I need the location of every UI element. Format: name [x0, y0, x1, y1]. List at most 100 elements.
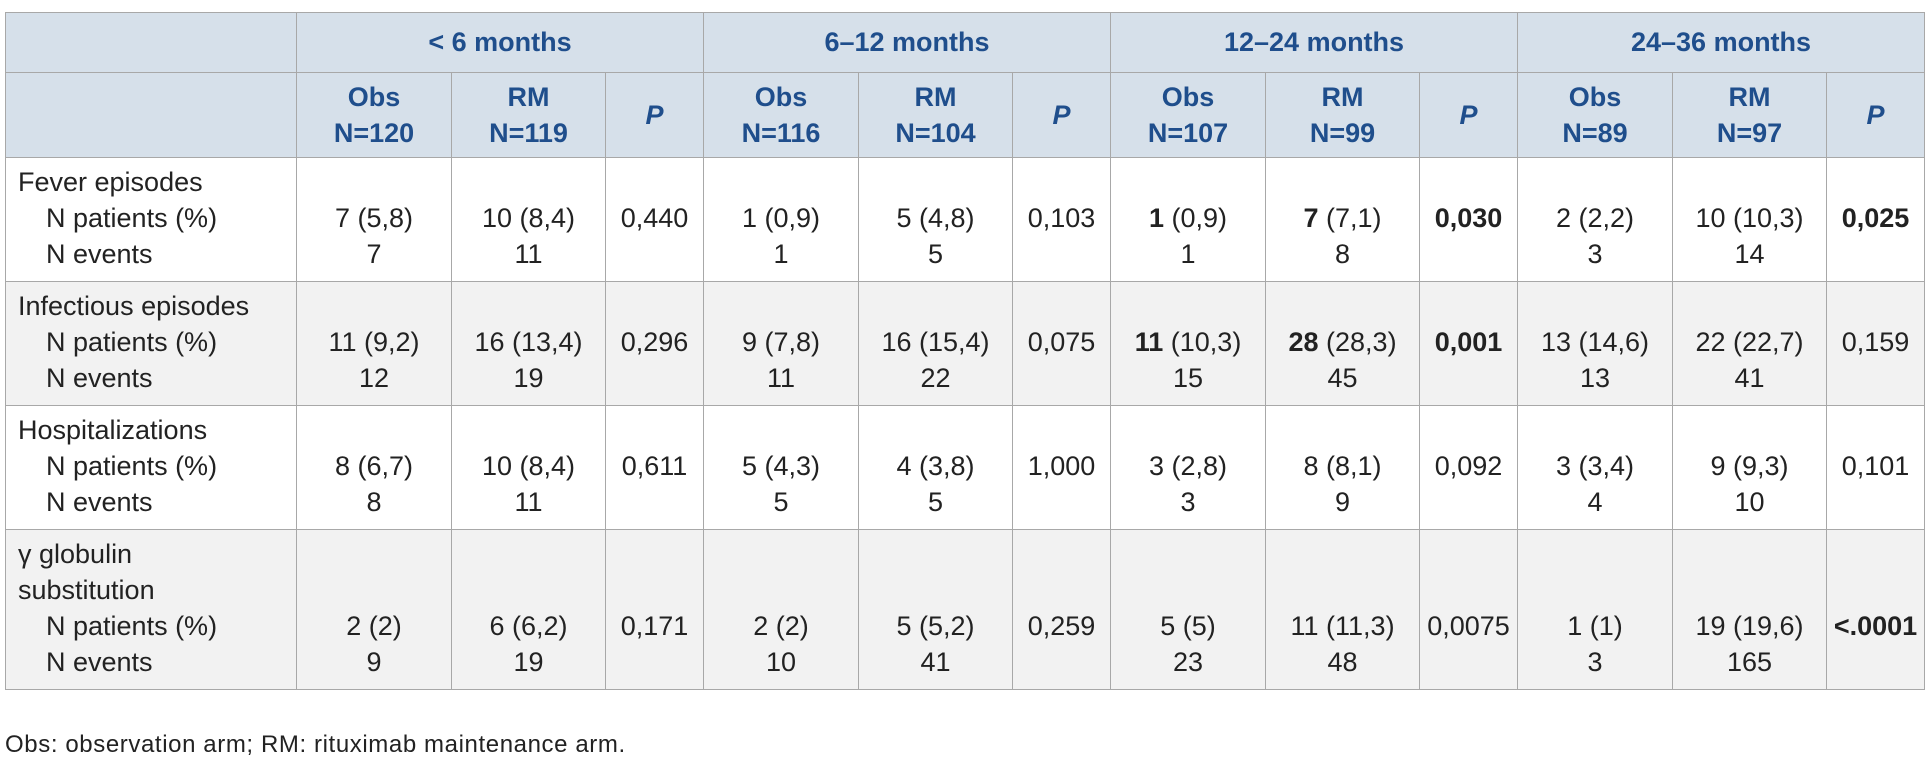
arm-name: RM: [914, 82, 957, 112]
arm-header: Obs N=116: [703, 72, 859, 158]
p-value: 0,0075: [1419, 529, 1519, 690]
arm-name: RM: [1728, 82, 1771, 112]
patients-value: 3 (2,8): [1149, 451, 1228, 481]
value-cell: 10 (8,4) 11: [451, 157, 606, 282]
arm-name: Obs: [1161, 82, 1215, 112]
events-value: 15: [1173, 363, 1204, 393]
p-value: <.0001: [1826, 529, 1925, 690]
patients-value: 9 (9,3): [1710, 451, 1789, 481]
patients-value: 10 (8,4): [481, 203, 576, 233]
patients-value: 22 (22,7): [1695, 327, 1804, 357]
results-table: < 6 months 6–12 months 12–24 months 24–36 m…: [5, 12, 1925, 690]
sub-label: N events: [46, 363, 153, 393]
events-value: 48: [1327, 647, 1358, 677]
events-value: 5: [927, 239, 944, 269]
arm-n: N=107: [1147, 118, 1229, 148]
patients-value: 9 (7,8): [741, 327, 821, 357]
value-cell: 3 (3,4) 4: [1517, 405, 1674, 530]
value-cell: 5 (4,3) 5: [703, 405, 859, 530]
patients-value: 16 (13,4): [474, 327, 583, 357]
p-value: 0,259: [1011, 529, 1112, 690]
patients-value: 1 (1): [1567, 611, 1623, 641]
p-value: 1,000: [1011, 405, 1112, 530]
p-value: 0,296: [605, 281, 704, 406]
arm-n: N=104: [895, 118, 976, 148]
sub-label: N events: [46, 487, 153, 517]
arm-n: N=119: [489, 118, 568, 148]
patients-value: 28 (28,3): [1288, 327, 1397, 357]
events-value: 41: [1734, 363, 1765, 393]
value-cell: 10 (8,4) 11: [451, 405, 606, 530]
p-value: 0,025: [1826, 157, 1925, 282]
patients-value: 8 (8,1): [1303, 451, 1382, 481]
patients-value: 11 (11,3): [1290, 611, 1395, 641]
arm-header: Obs N=89: [1517, 72, 1674, 158]
events-value: 13: [1580, 363, 1611, 393]
value-cell: 1 (1) 3: [1517, 529, 1674, 690]
sub-header-row: Obs N=120 RM N=119 P Obs N=116 RM N=104 P Obs N=107…: [5, 72, 1925, 158]
arm-header: RM N=119: [451, 72, 606, 158]
sub-label: N patients (%): [46, 203, 218, 233]
arm-name: RM: [1321, 82, 1364, 112]
patients-value: 13 (14,6): [1540, 327, 1650, 357]
arm-header: RM N=99: [1265, 72, 1421, 158]
value-cell: 6 (6,2) 19: [451, 529, 606, 690]
patients-value: 5 (5,2): [896, 611, 975, 641]
p-value: 0,171: [605, 529, 704, 690]
data-row: Fever episodes N patients (%) N events 7 (5…: [5, 157, 1925, 282]
events-value: 4: [1587, 487, 1603, 517]
events-value: 23: [1173, 647, 1204, 677]
events-value: 3: [1587, 239, 1603, 269]
group-header: 6–12 months: [702, 12, 1112, 73]
events-value: 5: [927, 487, 944, 517]
group-header: < 6 months: [296, 12, 704, 73]
p-header: P: [1419, 72, 1519, 158]
sub-label: N patients (%): [46, 327, 218, 357]
group-header-row: < 6 months 6–12 months 12–24 months 24–36 m…: [5, 12, 1925, 73]
value-cell: 1 (0,9) 1: [703, 157, 859, 282]
patients-value: 3 (3,4): [1556, 451, 1635, 481]
arm-name: RM: [507, 82, 550, 112]
value-cell: 7 (7,1) 8: [1265, 157, 1421, 282]
data-row: γ globulin substitution N patients (%) N ev…: [5, 529, 1925, 690]
value-cell: 16 (13,4) 19: [451, 281, 606, 406]
patients-value: 1 (0,9): [1149, 203, 1228, 233]
row-label: Infectious episodes: [18, 291, 250, 321]
value-cell: 5 (4,8) 5: [858, 157, 1013, 282]
arm-header: Obs N=120: [296, 72, 452, 158]
events-value: 10: [1734, 487, 1765, 517]
events-value: 9: [366, 647, 382, 677]
patients-value: 2 (2): [753, 611, 809, 641]
events-value: 41: [920, 647, 951, 677]
arm-name: Obs: [1568, 82, 1622, 112]
patients-value: 11 (10,3): [1134, 327, 1242, 357]
p-value: 0,092: [1419, 405, 1519, 530]
value-cell: 10 (10,3) 14: [1672, 157, 1828, 282]
arm-n: N=97: [1716, 118, 1783, 148]
row-label-cell: Hospitalizations N patients (%) N events: [5, 405, 297, 530]
events-value: 12: [358, 363, 390, 393]
arm-n: N=89: [1562, 118, 1628, 148]
value-cell: 22 (22,7) 41: [1672, 281, 1828, 406]
row-label: γ globulin: [18, 539, 133, 569]
row-label: Hospitalizations: [18, 415, 208, 445]
value-cell: 11 (9,2) 12: [296, 281, 452, 406]
value-cell: 1 (0,9) 1: [1110, 157, 1267, 282]
patients-value: 10 (8,4): [481, 451, 576, 481]
row-label-cell: Fever episodes N patients (%) N events: [5, 157, 297, 282]
p-header: P: [1826, 72, 1925, 158]
value-cell: 8 (8,1) 9: [1265, 405, 1421, 530]
group-header: 12–24 months: [1110, 12, 1519, 73]
row-label: Fever episodes: [18, 167, 203, 197]
patients-value: 2 (2): [346, 611, 402, 641]
value-cell: 2 (2) 9: [296, 529, 452, 690]
events-value: 8: [366, 487, 382, 517]
row-label-cell: Infectious episodes N patients (%) N event…: [5, 281, 297, 406]
patients-value: 4 (3,8): [896, 451, 975, 481]
sub-label: N patients (%): [46, 451, 218, 481]
corner-cell: [5, 12, 297, 73]
patients-value: 5 (4,8): [896, 203, 975, 233]
value-cell: 2 (2,2) 3: [1517, 157, 1674, 282]
events-value: 165: [1727, 647, 1773, 677]
footnote: Obs: observation arm; RM: rituximab main…: [5, 731, 626, 758]
